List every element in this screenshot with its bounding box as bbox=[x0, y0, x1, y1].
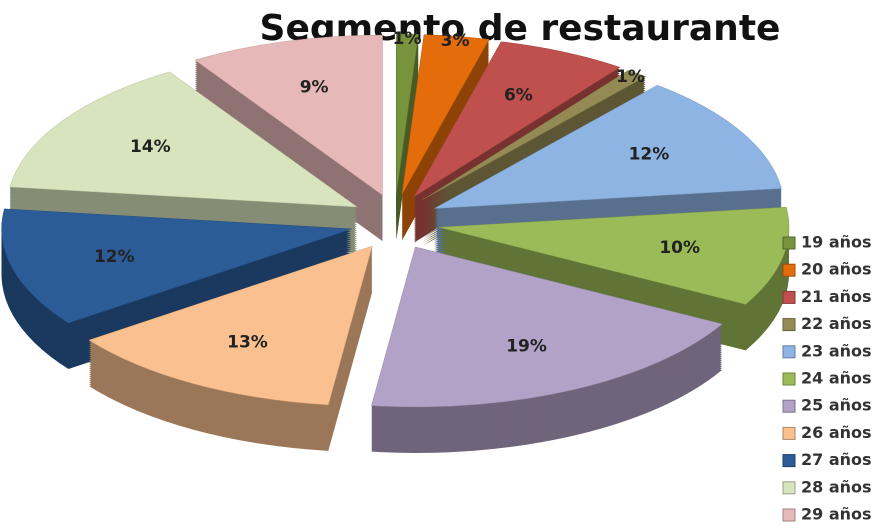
legend-label: 25 años bbox=[801, 396, 872, 415]
legend-label: 27 años bbox=[801, 450, 872, 469]
legend-swatch bbox=[782, 454, 796, 468]
slice bbox=[401, 34, 490, 195]
slice bbox=[9, 71, 359, 253]
legend-label: 29 años bbox=[801, 505, 872, 524]
slice bbox=[371, 246, 723, 408]
legend-label: 26 años bbox=[801, 423, 872, 442]
legend-label: 19 años bbox=[801, 233, 872, 252]
legend-swatch bbox=[782, 290, 796, 304]
data-label: 14% bbox=[130, 137, 171, 157]
slice bbox=[434, 84, 782, 209]
data-label: 10% bbox=[659, 238, 700, 258]
data-label: 19% bbox=[506, 337, 547, 357]
legend-label: 28 años bbox=[801, 477, 872, 496]
legend-label: 23 años bbox=[801, 341, 872, 360]
data-label: 13% bbox=[227, 333, 268, 353]
legend-swatch bbox=[782, 236, 796, 250]
slice bbox=[88, 245, 373, 451]
legend-swatch bbox=[782, 426, 796, 440]
legend-swatch bbox=[782, 345, 796, 359]
slice bbox=[371, 246, 723, 453]
slice bbox=[88, 245, 373, 406]
slice bbox=[396, 33, 419, 195]
slice bbox=[9, 71, 359, 208]
data-label: 3% bbox=[441, 31, 470, 51]
legend-swatch bbox=[782, 372, 796, 386]
legend-swatch bbox=[782, 481, 796, 495]
data-label: 12% bbox=[629, 145, 670, 165]
data-label: 9% bbox=[300, 78, 329, 98]
slice bbox=[422, 70, 647, 201]
slice bbox=[413, 41, 621, 197]
legend-label: 24 años bbox=[801, 369, 872, 388]
slice bbox=[1, 208, 352, 324]
slice bbox=[194, 34, 383, 196]
legend-swatch bbox=[782, 318, 796, 332]
legend-label: 20 años bbox=[801, 260, 872, 279]
legend-swatch bbox=[782, 508, 796, 522]
legend-label: 22 años bbox=[801, 314, 872, 333]
slice bbox=[438, 206, 790, 305]
data-label: 12% bbox=[94, 247, 135, 267]
legend-swatch bbox=[782, 399, 796, 413]
legend-label: 21 años bbox=[801, 287, 872, 306]
data-label: 1% bbox=[616, 67, 645, 87]
data-label: 1% bbox=[393, 29, 422, 49]
data-label: 6% bbox=[504, 85, 533, 105]
legend-swatch bbox=[782, 263, 796, 277]
